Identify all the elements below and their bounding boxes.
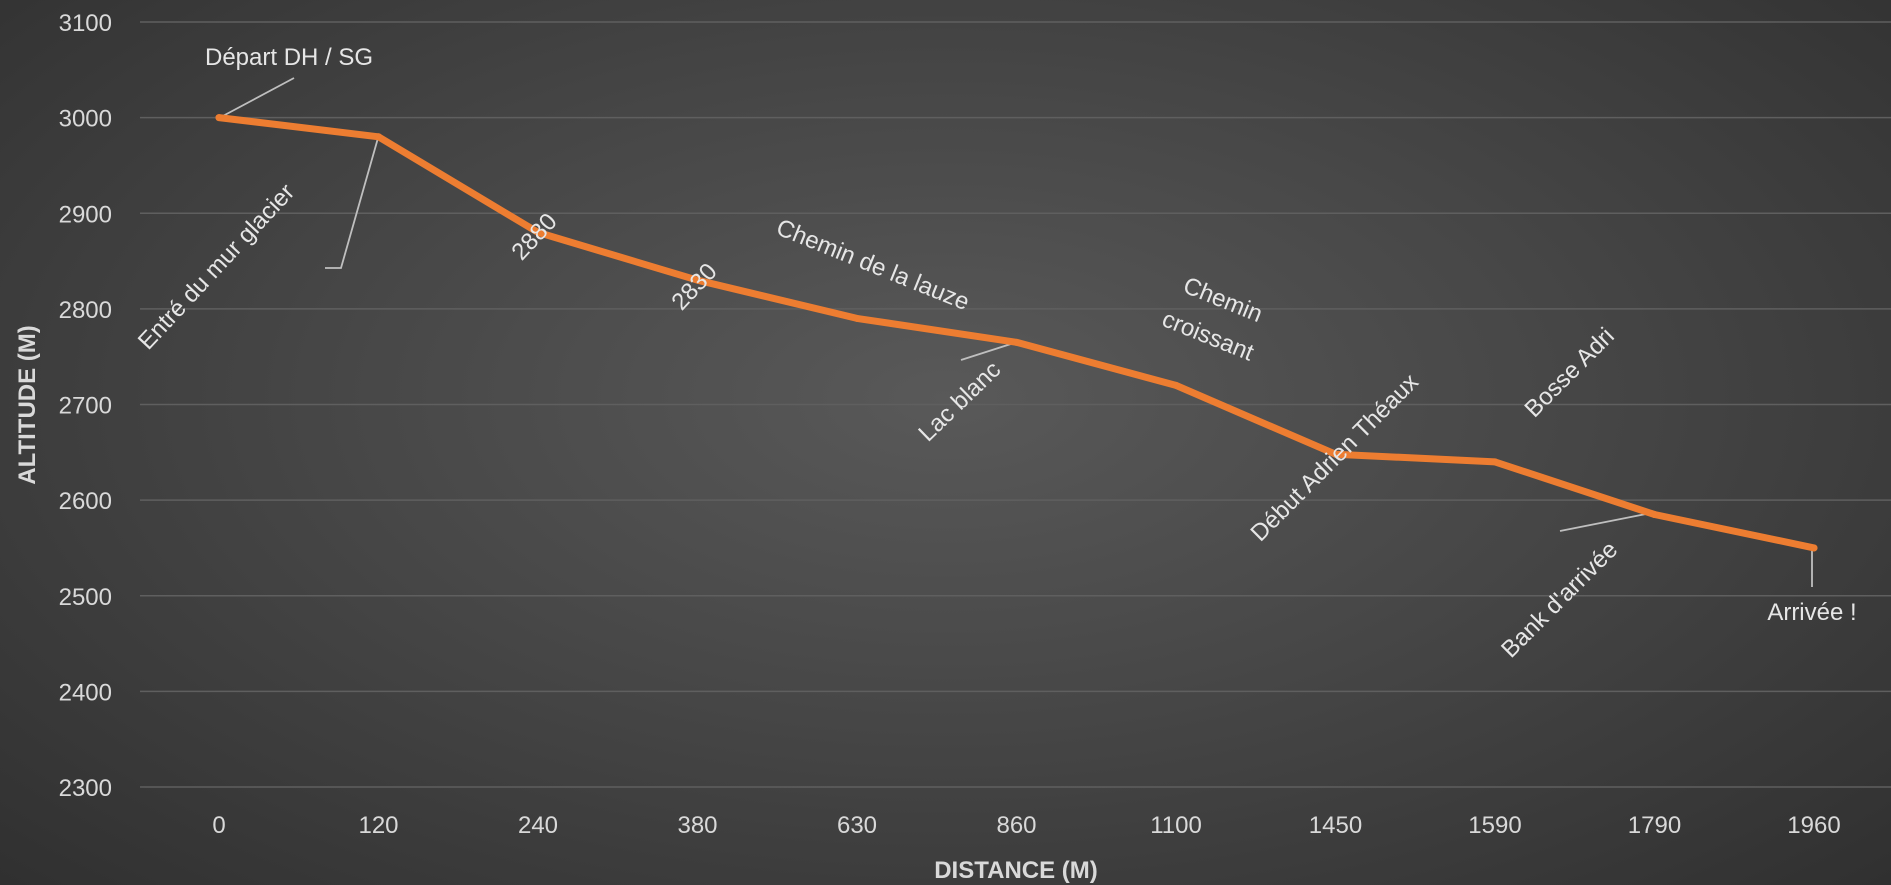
y-tick-label: 2600 — [59, 488, 112, 515]
data-point — [1491, 458, 1499, 466]
x-axis-title: DISTANCE (M) — [934, 857, 1098, 884]
y-axis-ticks: 3100 3000 2900 2800 2700 2600 2500 2400 2300 — [59, 10, 112, 802]
y-tick-label: 2400 — [59, 679, 112, 706]
y-tick-label: 2300 — [59, 775, 112, 802]
leader-line — [1559, 512, 1652, 532]
y-tick-label: 3000 — [59, 106, 112, 133]
data-point — [1172, 381, 1180, 389]
x-tick-label: 1450 — [1309, 812, 1362, 839]
x-tick-label: 1590 — [1468, 812, 1521, 839]
annotation-label: Bank d'arrivée — [1496, 536, 1623, 663]
annotation-label: Entré du mur glacier — [133, 179, 300, 355]
x-tick-label: 240 — [518, 812, 558, 839]
y-tick-label: 2800 — [59, 297, 112, 324]
annotation-label: Lac blanc — [913, 356, 1006, 447]
y-tick-label: 3100 — [59, 10, 112, 37]
data-point — [1013, 338, 1020, 346]
leader-line — [325, 137, 379, 269]
data-point — [534, 228, 542, 236]
data-point — [1651, 510, 1658, 518]
x-tick-label: 0 — [212, 812, 225, 839]
data-point — [694, 276, 701, 284]
gridlines — [140, 21, 1891, 788]
data-point — [375, 133, 382, 141]
x-tick-label: 1790 — [1628, 812, 1681, 839]
x-tick-label: 120 — [358, 812, 398, 839]
data-point — [1332, 450, 1339, 458]
x-axis-ticks: 0 120 240 380 630 860 1100 1450 1590 1790 1960 — [212, 812, 1840, 839]
annotation-label: Départ DH / SG — [205, 44, 373, 71]
series-group — [215, 114, 1818, 552]
x-tick-label: 860 — [996, 812, 1036, 839]
annotation-label: Chemin de la lauze — [773, 214, 974, 316]
data-point — [215, 114, 223, 122]
series-line — [215, 114, 1818, 552]
leader-line — [220, 77, 295, 118]
y-tick-label: 2900 — [59, 201, 112, 228]
y-tick-label: 2500 — [59, 584, 112, 611]
x-tick-label: 380 — [677, 812, 717, 839]
y-tick-label: 2700 — [59, 393, 112, 420]
x-tick-label: 1960 — [1787, 812, 1840, 839]
data-point — [853, 314, 861, 322]
y-axis-title: ALTITUDE (M) — [14, 325, 41, 485]
leader-line — [960, 341, 1018, 361]
annotation-label: Arrivée ! — [1767, 599, 1856, 626]
annotation-label: Bosse Adri — [1520, 323, 1620, 423]
x-tick-label: 1100 — [1150, 812, 1202, 839]
x-tick-label: 630 — [837, 812, 877, 839]
data-point — [1810, 544, 1818, 552]
annotation-leader-lines — [220, 77, 1813, 587]
